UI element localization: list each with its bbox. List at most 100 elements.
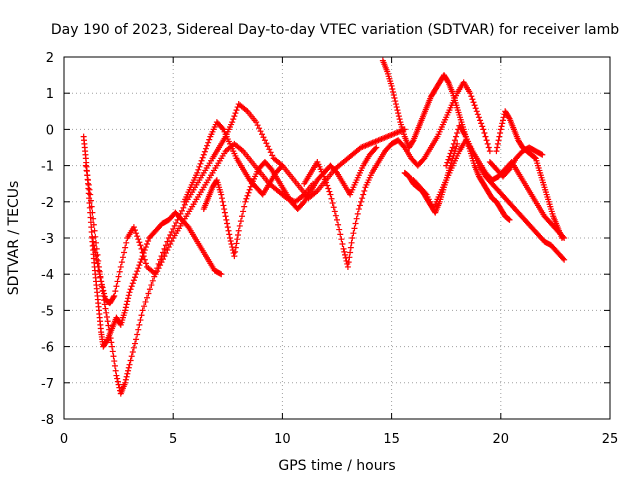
data-point [104, 318, 111, 325]
data-point [126, 289, 133, 296]
data-point [231, 113, 238, 120]
data-point [267, 149, 274, 156]
data-point [394, 107, 401, 114]
data-point [141, 256, 148, 263]
data-point [114, 378, 121, 385]
data-point [88, 203, 95, 210]
data-point [101, 293, 108, 300]
data-point [102, 305, 109, 312]
data-point [87, 197, 94, 204]
data-point [323, 179, 330, 186]
data-point [173, 219, 180, 226]
data-point [261, 137, 268, 144]
data-point [477, 117, 484, 124]
data-point [226, 231, 233, 238]
data-point [445, 156, 452, 163]
data-point [90, 242, 97, 249]
series-track-11 [486, 144, 546, 180]
data-point [178, 207, 185, 214]
data-point [451, 137, 458, 144]
data-point [184, 222, 191, 229]
data-point [133, 336, 140, 343]
data-point [197, 160, 204, 167]
data-point [393, 104, 400, 111]
data-point [124, 370, 131, 377]
data-point [330, 204, 337, 211]
data-point [263, 140, 270, 147]
data-point [142, 244, 149, 251]
series-track-2 [82, 101, 286, 397]
data-point [86, 186, 93, 193]
data-point [482, 133, 489, 140]
data-point [475, 114, 482, 121]
data-point [131, 340, 138, 347]
data-point [167, 241, 174, 248]
grid [64, 57, 610, 419]
data-point [92, 249, 99, 256]
data-point [218, 191, 225, 198]
data-point [257, 128, 264, 135]
data-point [321, 176, 328, 183]
data-point [342, 251, 349, 258]
data-point [471, 102, 478, 109]
data-point [167, 231, 174, 238]
data-point [390, 88, 397, 95]
data-point [133, 230, 140, 237]
data-point [224, 224, 231, 231]
data-point [162, 250, 169, 257]
data-point [94, 260, 101, 267]
data-point [194, 169, 201, 176]
data-point [332, 212, 339, 219]
data-point [253, 119, 260, 126]
data-point [331, 208, 338, 215]
data-point [168, 228, 175, 235]
data-point [353, 215, 360, 222]
data-point [89, 235, 96, 241]
x-tick-label: 0 [60, 432, 68, 447]
data-point [232, 248, 239, 255]
y-axis-label: SDTVAR / TECUs [6, 181, 22, 296]
data-point [115, 381, 122, 388]
data-point [221, 209, 228, 216]
data-point [99, 284, 106, 291]
data-point [506, 216, 513, 223]
data-point [467, 90, 474, 97]
data-point [454, 130, 461, 137]
x-axis-label: GPS time / hours [278, 458, 395, 474]
data-point [82, 162, 89, 169]
data-point [127, 286, 134, 293]
y-tick-label: 1 [46, 87, 54, 102]
data-point [122, 304, 129, 311]
data-point [117, 263, 124, 270]
data-point [267, 165, 274, 172]
data-point [453, 133, 460, 140]
data-point [157, 262, 164, 269]
data-point [122, 307, 129, 314]
data-point [170, 225, 177, 232]
data-point [328, 195, 335, 202]
data-point [246, 186, 253, 193]
data-point [98, 281, 105, 288]
data-point [479, 123, 486, 130]
data-point [111, 362, 118, 369]
data-point [505, 167, 512, 174]
data-point [505, 114, 512, 121]
data-point [446, 153, 453, 160]
data-point [448, 147, 455, 154]
data-point [400, 143, 407, 150]
data-point [100, 287, 107, 294]
data-point [226, 235, 233, 241]
data-point [218, 271, 225, 278]
data-point [148, 282, 155, 289]
data-point [329, 200, 336, 207]
data-point [109, 343, 116, 350]
data-point [90, 238, 97, 245]
data-point [137, 242, 144, 249]
data-point [232, 244, 239, 251]
data-point [373, 144, 380, 151]
data-point [230, 250, 237, 257]
data-point [444, 78, 451, 85]
data-point [108, 339, 115, 346]
data-point [136, 321, 143, 328]
